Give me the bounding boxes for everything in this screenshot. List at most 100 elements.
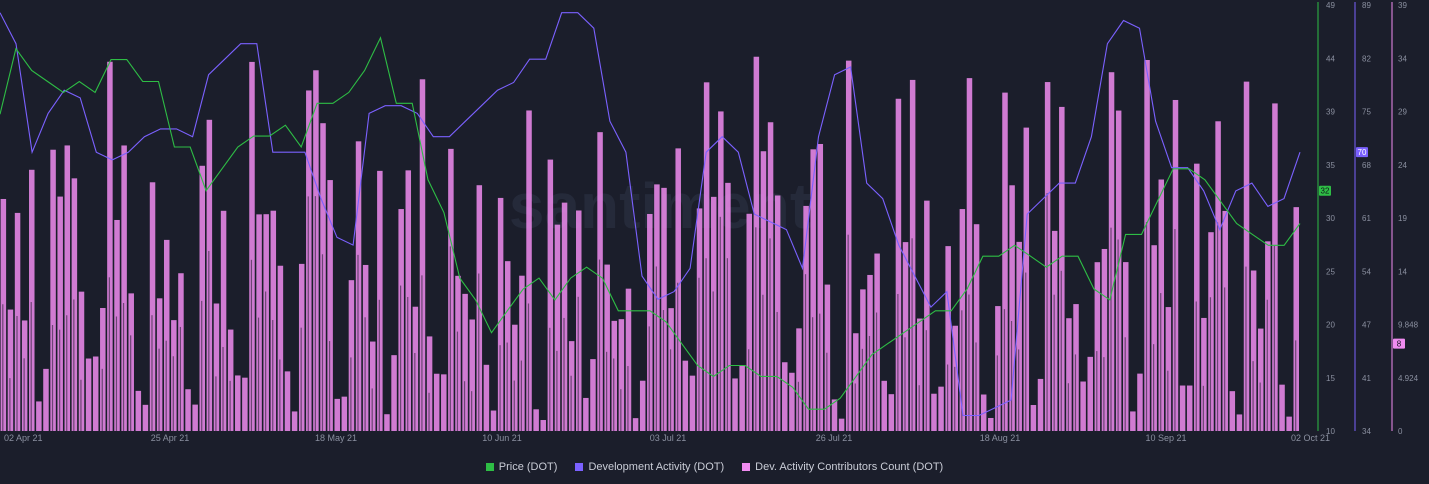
contributors-bar-detail <box>1167 370 1169 431</box>
contributors-bar <box>1080 381 1086 431</box>
contributors-bar-detail <box>996 355 998 431</box>
contributors-bar-detail <box>279 359 281 431</box>
contributors-bar-detail <box>961 310 963 431</box>
contributors-bar <box>43 368 49 431</box>
contributors-bar-detail <box>158 348 160 431</box>
contributors-bar-detail <box>1103 357 1105 431</box>
contributors-bar-detail <box>1110 227 1112 431</box>
dev-activity-current-badge: 70 <box>1358 148 1367 157</box>
contributors-bar-detail <box>222 346 224 431</box>
contributors-bar-detail <box>598 259 601 431</box>
contributors-bar <box>199 165 206 431</box>
contributors-bar-detail <box>911 238 913 431</box>
contributors-bar <box>369 341 376 431</box>
contributors-bar-detail <box>1174 229 1176 431</box>
contributors-bar <box>135 390 142 431</box>
price-tick-label: 44 <box>1326 54 1335 63</box>
contributors-bar-detail <box>677 282 679 431</box>
contributors-bar <box>1229 391 1236 431</box>
legend-swatch-contributors <box>742 463 751 471</box>
contributors-bar <box>746 213 753 431</box>
contributors-bar-detail <box>712 291 714 431</box>
x-tick-label: 10 Jun 21 <box>482 433 522 443</box>
contributors-bar-detail <box>1060 270 1062 431</box>
contributors-bar-detail <box>968 294 970 431</box>
current-value-badges: 32 70 8 <box>1319 147 1405 349</box>
dev_activity-tick-label: 34 <box>1362 427 1371 436</box>
contributors-bar-detail <box>1003 309 1006 431</box>
contributors-bar <box>1137 373 1143 431</box>
contributors-tick-label: 29 <box>1398 108 1407 117</box>
contributors-bar <box>1194 163 1200 431</box>
contributors-bar-detail <box>73 299 75 431</box>
chart-canvas[interactable]: santiment 02 Apr 21 25 Apr 21 18 May 21 10 … <box>0 0 1429 450</box>
legend-item-dev-activity[interactable]: Development Activity (DOT) <box>575 461 724 473</box>
dev_activity-tick-label: 75 <box>1362 108 1371 117</box>
contributors-bar <box>547 159 554 431</box>
dev_activity-tick-label: 54 <box>1362 267 1371 276</box>
x-tick-label: 03 Jul 21 <box>650 433 687 443</box>
contributors-current-badge-bg <box>1393 338 1405 349</box>
dev-activity-line <box>0 12 1301 417</box>
contributors-bar-detail <box>854 383 856 431</box>
contributors-bar-detail <box>101 368 103 431</box>
contributors-bar-detail <box>513 380 515 431</box>
contributors-bar <box>703 82 710 432</box>
contributors-bar-detail <box>1266 299 1268 431</box>
contributors-bar <box>490 410 497 431</box>
contributors-bar <box>1186 385 1193 431</box>
contributors-bar-detail <box>769 238 771 431</box>
contributors-bar <box>185 389 191 431</box>
contributors-bar <box>625 288 632 431</box>
contributors-bar-detail <box>51 325 54 431</box>
contributors-bar-detail <box>812 317 814 431</box>
contributors-bar-detail <box>215 376 217 431</box>
contributors-bar-detail <box>868 335 871 431</box>
contributors-bar <box>540 420 546 431</box>
contributors-bar-detail <box>776 311 778 431</box>
contributors-bar-detail <box>1117 239 1119 431</box>
contributors-bar-detail <box>80 379 82 431</box>
x-tick-label: 26 Jul 21 <box>816 433 853 443</box>
contributors-bar-detail <box>904 337 906 431</box>
contributors-bar-detail <box>115 316 118 431</box>
legend-item-price[interactable]: Price (DOT) <box>485 461 557 473</box>
contributors-tick-label: 19 <box>1398 214 1407 223</box>
contributors-bar <box>142 404 149 431</box>
contributors-bar-detail <box>371 388 373 431</box>
price-tick-label: 25 <box>1326 267 1335 276</box>
contributors-bar-detail <box>797 381 800 431</box>
contributors-tick-label: 0 <box>1398 427 1403 436</box>
contributors-bar-detail <box>748 349 750 431</box>
contributors-bar-detail <box>861 348 863 431</box>
y-axes: 10 15 20 25 30 35 39 44 49 34 41 47 54 61 68 75 82 89 0 4.9… <box>1317 1 1419 436</box>
contributors-bar <box>85 358 92 431</box>
contributors-bar-detail <box>1018 349 1020 431</box>
contributors-bar-detail <box>826 352 828 431</box>
contributors-bar-detail <box>350 357 352 431</box>
contributors-bar-detail <box>1153 344 1155 431</box>
contributors-bar-detail <box>1216 222 1219 431</box>
contributors-bar-detail <box>698 277 700 431</box>
price-current-badge: 32 <box>1321 187 1330 196</box>
contributors-bar <box>92 356 99 431</box>
contributors-bar <box>192 404 198 431</box>
contributors-bar <box>1059 106 1065 432</box>
contributors-bar-detail <box>456 331 459 431</box>
contributors-bar-detail <box>1273 245 1275 431</box>
contributors-bars <box>0 56 1299 432</box>
contributors-bar-detail <box>669 349 672 431</box>
contributors-bar <box>1201 317 1207 431</box>
contributors-bar-detail <box>407 296 409 431</box>
contributors-bar <box>1094 262 1101 431</box>
contributors-bar-detail <box>577 296 579 431</box>
contributors-bar-detail <box>1202 385 1204 431</box>
contributors-bar-detail <box>804 274 807 431</box>
contributors-bar-detail <box>414 352 416 431</box>
contributors-bar <box>519 275 525 431</box>
contributors-bar <box>163 239 170 431</box>
contributors-bar-detail <box>762 294 764 431</box>
contributors-bar-detail <box>357 254 359 431</box>
legend-item-contributors[interactable]: Dev. Activity Contributors Count (DOT) <box>742 461 943 473</box>
contributors-bar-detail <box>328 341 331 431</box>
